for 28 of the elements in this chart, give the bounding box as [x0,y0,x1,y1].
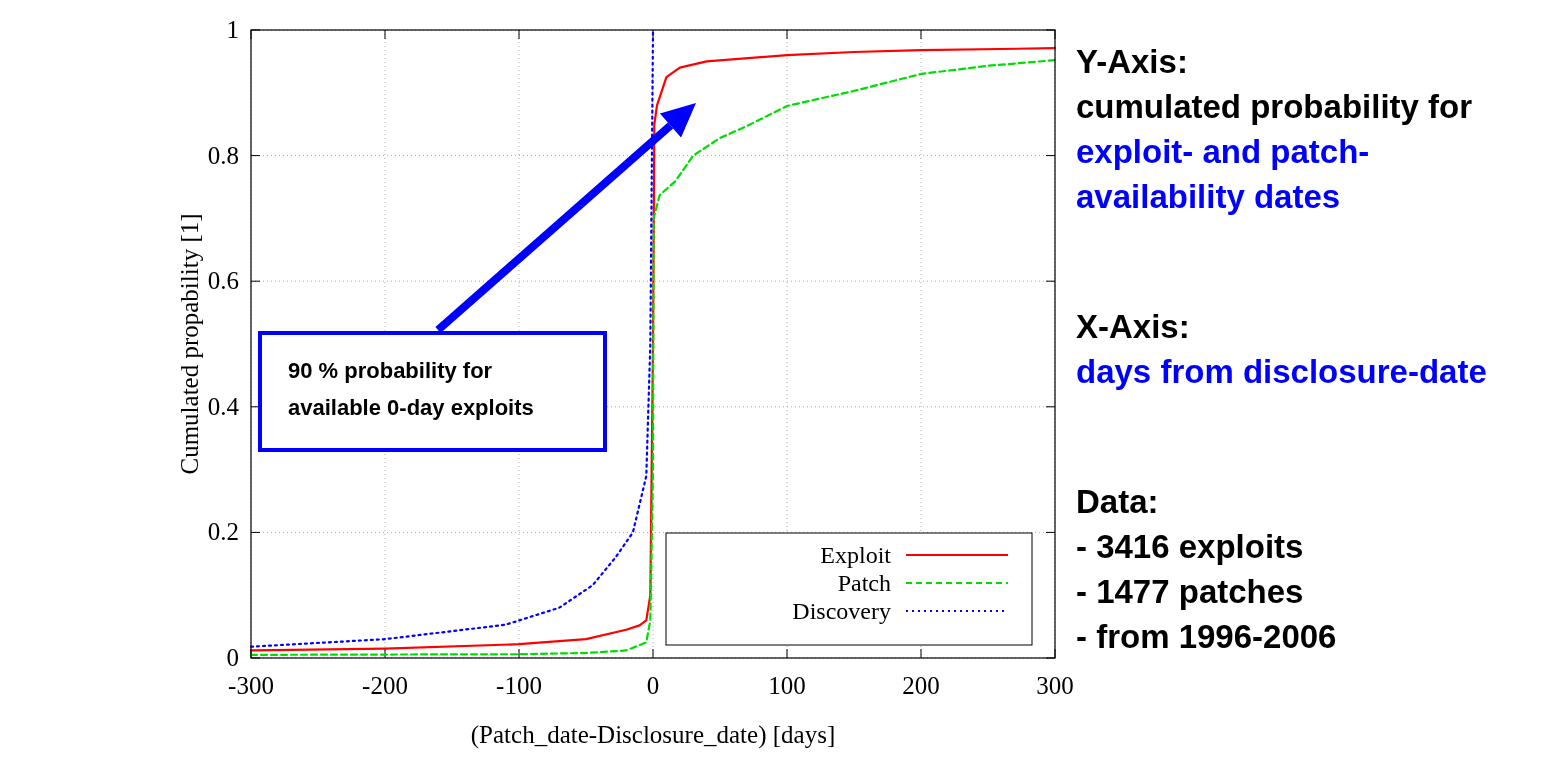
text: exploit- and patch-availability dates [1076,133,1370,215]
text: - 1477 patches [1076,573,1304,610]
text: cumulated probability for [1076,88,1473,125]
x-tick-label: -200 [362,672,408,699]
x-tick-label: 200 [902,672,940,699]
legend-label: Exploit [820,542,892,568]
x-tick-label: -100 [496,672,542,699]
y-tick-label: 0.4 [207,392,240,420]
y-tick-label: 0.6 [207,267,239,295]
x-tick-label: -300 [228,672,274,699]
text: days from disclosure-date [1076,353,1487,390]
y-tick-label: 0.8 [207,141,239,169]
y-axis-title: Cumulated propability [1] [176,213,203,475]
text: - from 1996-2006 [1076,618,1337,655]
legend-label: Discovery [792,598,891,624]
text: Data: [1076,483,1159,520]
text: X-Axis: [1076,308,1190,345]
x-axis-title: (Patch_date-Disclosure_date) [days] [470,721,836,749]
y-tick-label: 0.2 [207,518,239,546]
text: Y-Axis: [1076,43,1188,80]
legend-label: Patch [837,570,891,596]
annotation: 90 % probability for available 0-day exploits [288,358,534,420]
x-tick-label: 100 [768,672,806,699]
x-tick-label: 300 [1036,672,1074,699]
text: - 3416 exploits [1076,528,1304,565]
y-tick-label: 0 [226,644,239,671]
x-tick-label: 0 [646,672,660,699]
y-tick-label: 1 [226,16,239,43]
